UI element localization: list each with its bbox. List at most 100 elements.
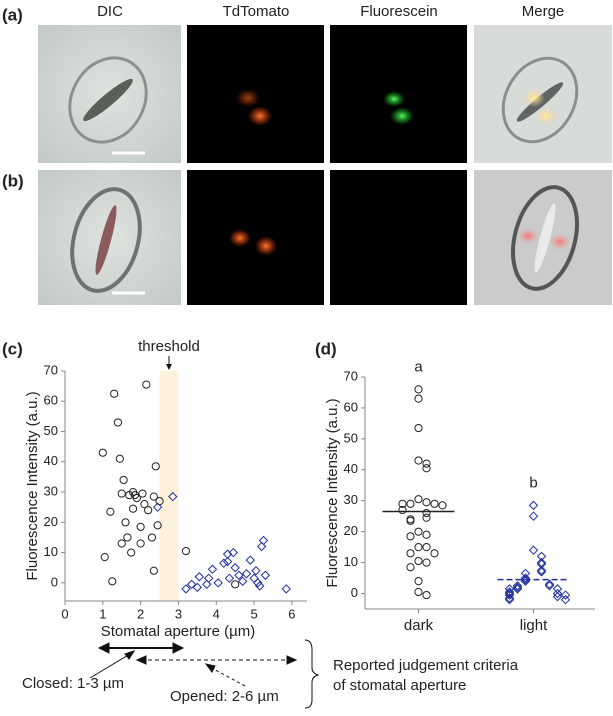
data-point [406,499,415,508]
data-point [152,502,163,512]
data-point [142,380,151,389]
data-point [222,556,233,567]
data-point [168,491,178,502]
criteria-label: Opened: 2-6 µm [170,688,279,705]
y-axis-title: Fluorescence Intensity (a.u.) [24,391,41,580]
data-point [422,513,431,522]
data-point [536,567,547,577]
y-tick-label: 0 [351,585,358,600]
data-point [414,495,423,504]
data-point [219,558,229,568]
data-point [213,578,223,588]
data-point [512,581,523,591]
data-point [560,590,571,600]
data-point [203,573,214,584]
data-point [422,498,431,507]
panel-label: (a) [2,5,23,24]
data-point [430,549,439,558]
data-point [422,509,431,518]
data-point [127,548,136,557]
data-point [108,577,117,586]
data-point [251,566,261,576]
y-tick-label: 40 [44,453,58,468]
data-point [528,511,539,521]
data-point [398,505,407,515]
y-tick-label: 70 [344,368,358,383]
data-point [406,516,415,525]
data-point [422,459,431,468]
criteria-label: Closed: 1-3 µm [22,675,124,692]
x-tick-label: 0 [61,606,68,621]
data-point [117,539,126,548]
column-title: DIC [97,3,123,20]
y-tick-label: 30 [44,483,58,498]
data-point [245,555,255,565]
data-point [528,545,539,555]
column-title: Fluorescein [360,3,438,20]
data-point [110,389,119,398]
data-point [422,464,431,473]
data-point [181,584,191,594]
data-point [100,553,109,562]
data-point [238,576,248,587]
y-tick-label: 10 [344,554,358,569]
significance-letter: b [529,474,537,491]
data-point [414,577,423,586]
data-point [149,492,158,501]
y-tick-label: 40 [344,461,358,476]
data-point [422,530,431,539]
y-tick-label: 50 [344,430,358,445]
data-point [414,394,423,403]
data-point [520,576,531,586]
x-tick-label: 2 [137,606,144,621]
data-point [256,541,267,552]
x-tick-label: 1 [99,606,106,621]
criteria-note: Reported judgement criteria [333,657,519,674]
data-point [123,533,132,542]
data-point [234,570,244,580]
data-point [258,535,269,546]
data-point [414,385,423,394]
x-tick-label: 4 [213,606,220,621]
data-point [140,500,149,509]
data-point [149,566,158,575]
y-tick-label: 60 [344,399,358,414]
data-point [207,564,218,574]
data-point [544,579,555,589]
data-point [504,595,515,605]
threshold-band [159,371,179,601]
data-point [281,584,291,594]
data-point [255,581,265,591]
data-point [132,494,141,503]
y-tick-label: 0 [51,574,58,589]
data-point [406,563,415,572]
panel-label: (b) [2,171,24,190]
data-point [194,572,204,582]
x-tick-label: 6 [288,606,295,621]
data-point [414,543,423,552]
data-point [552,591,563,602]
data-point [398,499,407,508]
data-point [406,532,415,541]
data-point [147,533,157,542]
x-axis-title: Stomatal aperture (µm) [101,623,256,640]
panel-label: (c) [2,339,23,358]
data-point [544,581,555,591]
data-point [560,595,571,605]
data-point [98,448,107,457]
criteria-note: of stomatal aperture [333,677,466,694]
data-point [430,499,439,508]
data-point [406,549,415,558]
data-point [249,573,259,584]
data-point [422,543,431,552]
data-point [253,578,263,588]
data-point [520,573,531,583]
x-tick-label: dark [404,617,434,634]
y-axis-title: Fluorescence Intensity (a.u.) [324,398,341,587]
data-point [528,500,539,511]
data-point [512,584,523,594]
data-point [186,579,197,590]
y-tick-label: 70 [44,362,58,377]
annotation-arrow [165,364,172,370]
